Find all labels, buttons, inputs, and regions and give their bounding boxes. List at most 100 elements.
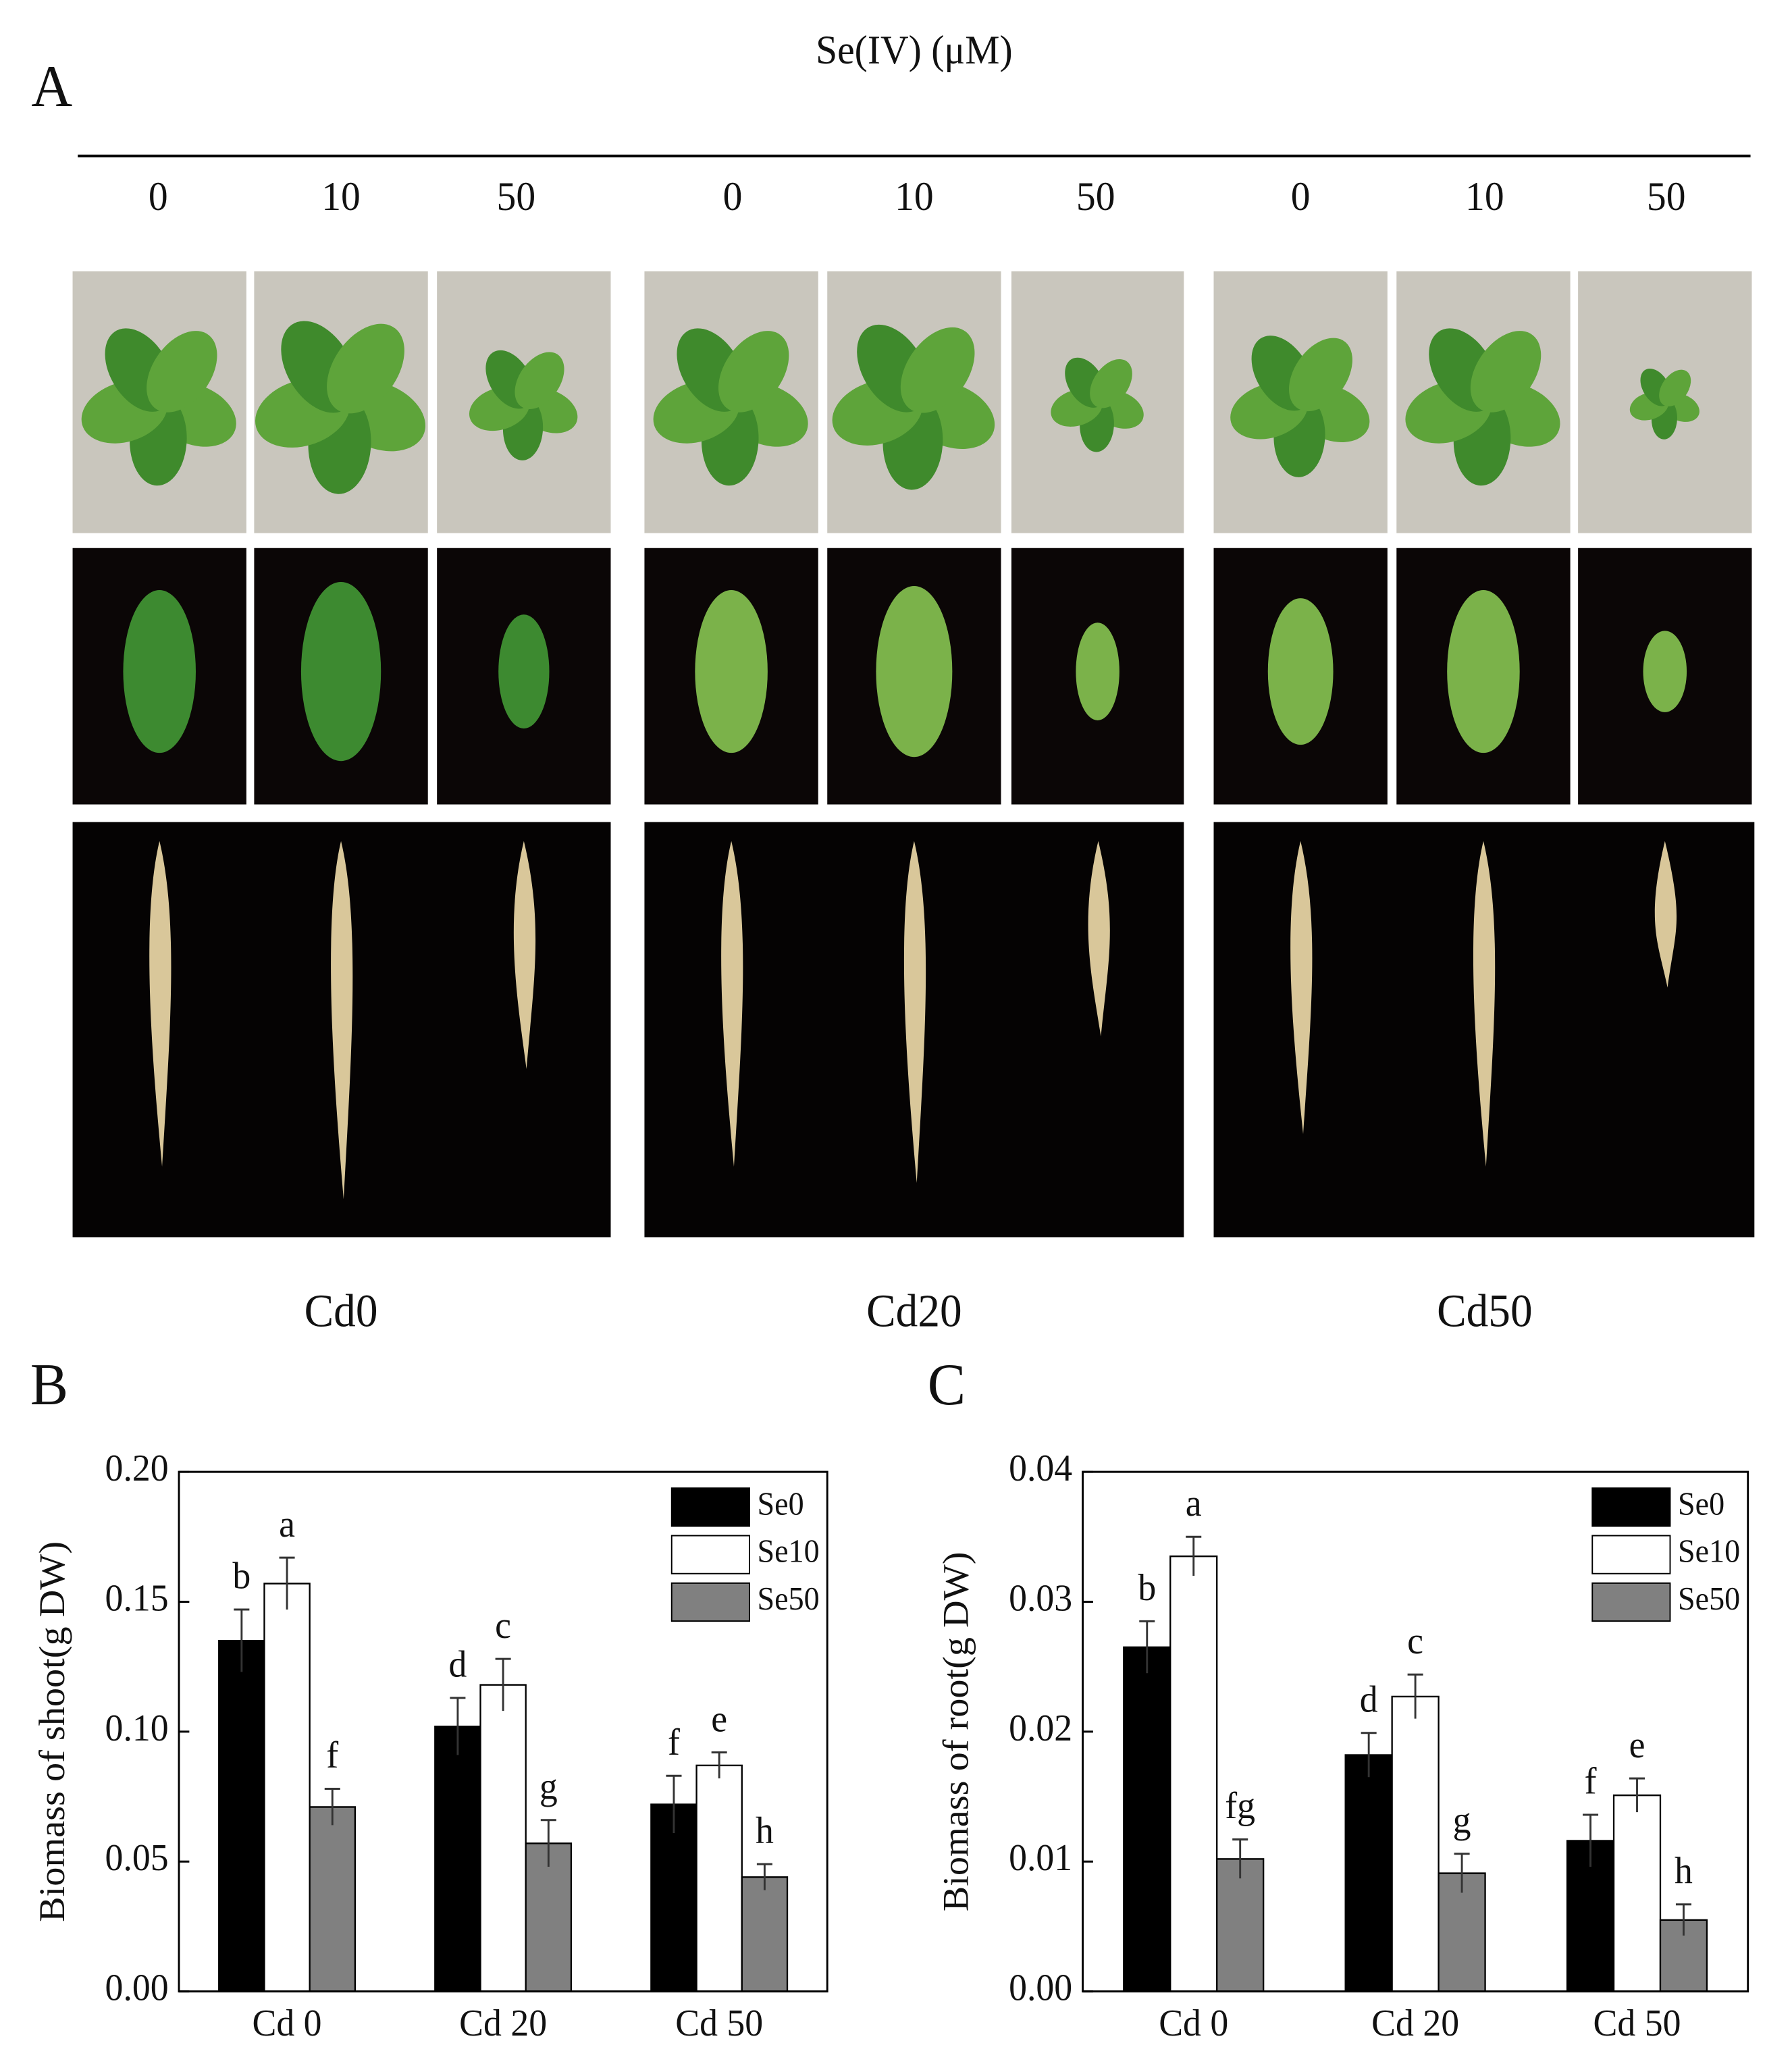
leaf	[123, 590, 196, 753]
bar	[741, 1876, 789, 1992]
leaf	[718, 331, 789, 413]
leaf	[695, 590, 768, 753]
bar	[695, 1764, 743, 1992]
panel-label: B	[30, 1351, 68, 1417]
error-bar	[711, 1751, 727, 1779]
bar	[1438, 1872, 1486, 1992]
dose-label: 50	[497, 174, 536, 219]
significance-letter: h	[1675, 1849, 1693, 1891]
group-label: Cd50	[1437, 1285, 1532, 1337]
legend-swatch	[670, 1582, 750, 1622]
y-tick-label: 0.00	[1009, 1966, 1072, 2008]
root	[1473, 841, 1496, 1167]
root	[1290, 841, 1313, 1134]
significance-letter: d	[1360, 1678, 1378, 1720]
error-bar	[540, 1819, 556, 1867]
x-tick-label: Cd 0	[1159, 2002, 1228, 2042]
bar	[1216, 1858, 1265, 1992]
error-bar	[495, 1657, 511, 1711]
error-bar	[1361, 1732, 1377, 1778]
error-bar	[1675, 1903, 1691, 1936]
error-bar	[1583, 1813, 1599, 1867]
leaf	[1643, 631, 1687, 712]
panel-title: Se(IV) (μM)	[816, 27, 1013, 72]
significance-letter: d	[448, 1643, 467, 1684]
bar	[1169, 1555, 1218, 1992]
error-bar	[324, 1788, 340, 1826]
y-tick-label: 0.04	[1009, 1447, 1072, 1489]
bar	[1123, 1646, 1171, 1992]
error-bar	[1629, 1777, 1645, 1813]
root	[1088, 841, 1110, 1037]
x-tick-label: Cd 50	[1593, 2002, 1681, 2042]
legend-label: Se50	[758, 1581, 820, 1617]
dose-label: 0	[149, 174, 168, 219]
legend-label: Se0	[1678, 1486, 1724, 1522]
significance-letter: f	[668, 1721, 681, 1763]
significance-letter: f	[1585, 1760, 1598, 1802]
significance-letter: b	[1138, 1566, 1156, 1608]
leaf	[876, 586, 953, 758]
error-bar	[1232, 1838, 1248, 1879]
leaf	[1288, 338, 1352, 412]
bar	[309, 1806, 357, 1992]
significance-letter: e	[711, 1697, 727, 1739]
y-tick-label: 0.05	[105, 1836, 169, 1878]
error-bar	[450, 1697, 466, 1755]
plot-frame	[178, 1470, 828, 1993]
x-tick-label: Cd 20	[1371, 2002, 1459, 2042]
panel-label: A	[31, 53, 72, 119]
legend-swatch	[1591, 1487, 1671, 1527]
y-axis-label: Biomass of shoot(g DW)	[32, 1541, 72, 1922]
leaf	[900, 327, 975, 413]
error-bar	[279, 1556, 295, 1610]
error-bar	[666, 1774, 682, 1833]
y-tick-label: 0.01	[1009, 1836, 1072, 1878]
bar	[263, 1583, 311, 1992]
significance-letter: c	[495, 1604, 511, 1646]
bar	[1344, 1754, 1393, 1992]
significance-letter: b	[232, 1555, 251, 1597]
group-label: Cd20	[866, 1285, 961, 1337]
significance-letter: h	[756, 1809, 774, 1851]
significance-letter: a	[279, 1503, 295, 1545]
y-tick-label: 0.02	[1009, 1707, 1072, 1749]
error-bar	[756, 1863, 772, 1890]
bar	[1612, 1794, 1662, 1992]
leaf	[498, 614, 550, 728]
dose-label: 0	[1291, 174, 1311, 219]
leaf	[1090, 358, 1132, 408]
group-label: Cd0	[305, 1285, 378, 1337]
root	[903, 841, 926, 1184]
legend-label: Se50	[1678, 1581, 1740, 1617]
plot-frame	[1082, 1470, 1749, 1993]
y-tick-label: 0.00	[105, 1966, 169, 2008]
legend-swatch	[670, 1535, 750, 1574]
dose-label: 10	[321, 174, 361, 219]
leaf	[147, 331, 217, 413]
leaf	[1267, 598, 1334, 745]
y-tick-label: 0.20	[105, 1447, 169, 1489]
x-tick-label: Cd 50	[675, 2002, 763, 2042]
leaf	[1076, 622, 1119, 720]
error-bar	[1407, 1673, 1423, 1719]
bar	[1391, 1695, 1440, 1992]
legend-label: Se10	[758, 1534, 820, 1570]
y-axis-label: Biomass of root(g DW)	[936, 1552, 976, 1912]
significance-letter: a	[1186, 1482, 1202, 1524]
dose-label: 50	[1076, 174, 1115, 219]
x-tick-label: Cd 20	[459, 2002, 547, 2042]
dose-label: 10	[1465, 174, 1504, 219]
legend-label: Se10	[1678, 1534, 1740, 1570]
root	[1654, 841, 1677, 988]
leaf	[1659, 369, 1691, 406]
dose-label: 0	[723, 174, 743, 219]
significance-letter: g	[539, 1765, 558, 1807]
root	[331, 841, 353, 1200]
legend-swatch	[670, 1487, 750, 1527]
leaf	[1470, 331, 1541, 413]
x-tick-label: Cd 0	[253, 2002, 322, 2042]
leaf	[1447, 590, 1520, 753]
root	[721, 841, 743, 1167]
